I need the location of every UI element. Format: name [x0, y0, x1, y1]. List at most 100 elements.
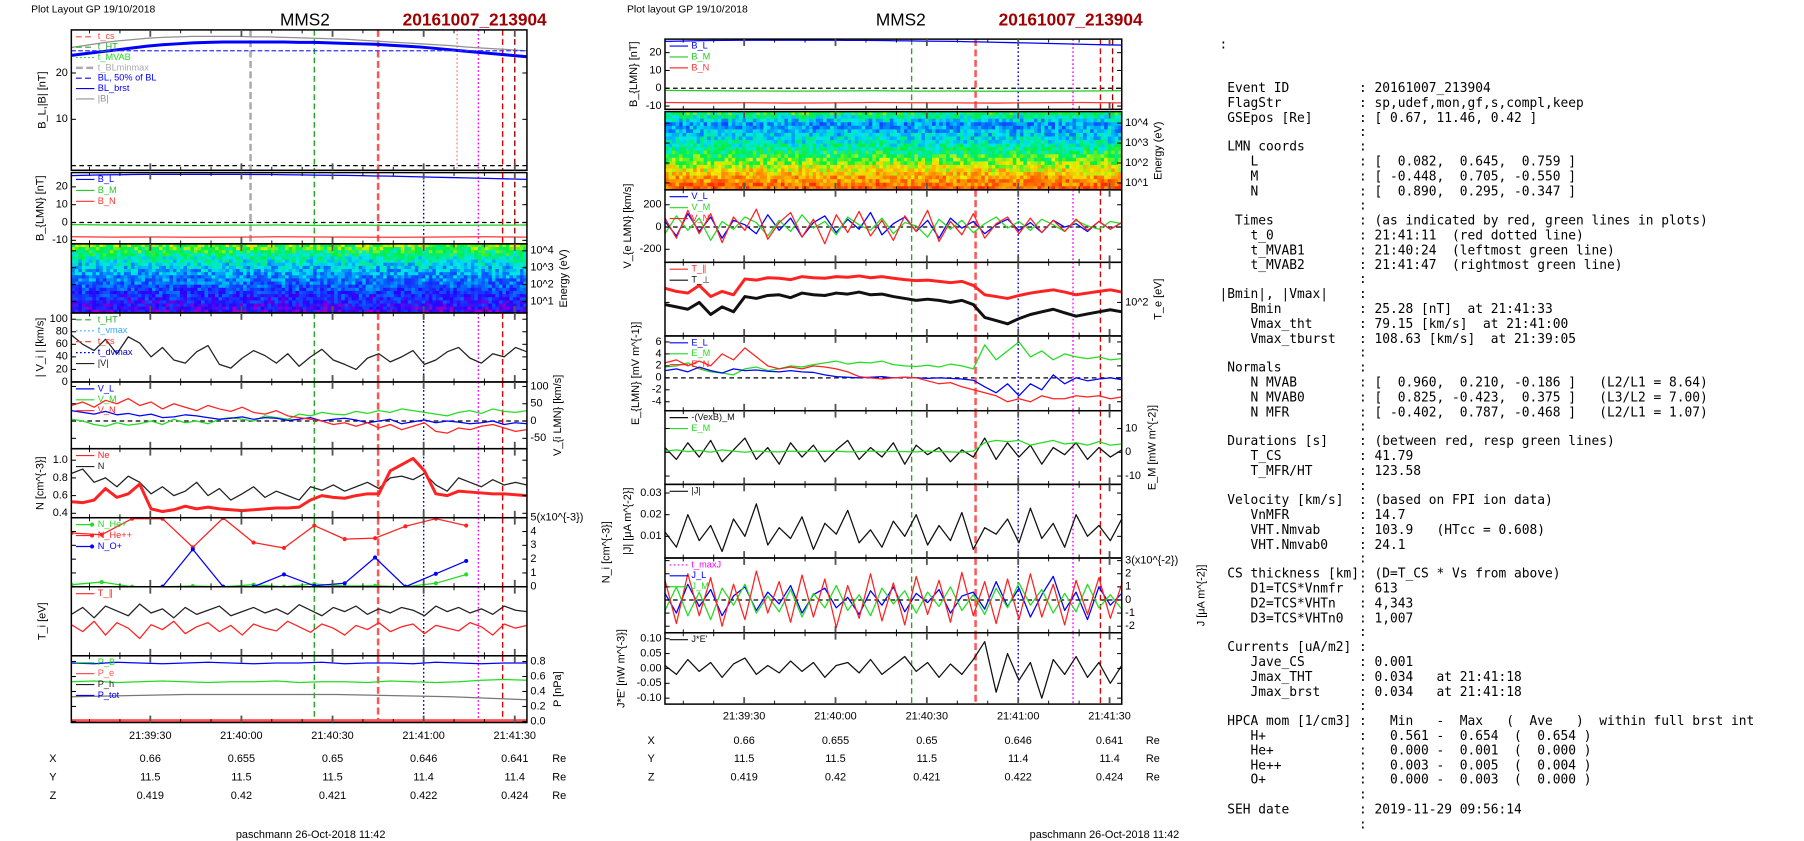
spectrogram-cell	[910, 140, 915, 145]
legend-label: N	[98, 461, 105, 471]
spectrogram-cell	[341, 287, 346, 292]
spectrogram-cell	[407, 265, 412, 270]
spectrogram-cell	[787, 115, 792, 120]
spectrogram-cell	[239, 256, 244, 261]
spectrogram-cell	[158, 306, 163, 311]
spectrogram-cell	[144, 269, 149, 273]
spectrogram-cell	[344, 262, 349, 267]
spectrogram-cell	[215, 265, 219, 270]
spectrogram-cell	[1062, 122, 1066, 127]
spectrogram-cell	[88, 294, 93, 298]
spectrogram-cell	[208, 256, 212, 261]
spectrogram-cell	[327, 297, 332, 301]
spectrogram-cell	[253, 272, 258, 276]
spectrogram-cell	[379, 265, 384, 270]
spectrogram-cell	[309, 262, 314, 267]
spectrogram-cell	[299, 290, 304, 295]
spectrogram-cell	[393, 297, 398, 301]
spectrogram-cell	[95, 259, 100, 264]
spectrogram-cell	[407, 297, 412, 301]
spectrogram-cell	[1072, 143, 1077, 148]
spectrogram-cell	[439, 243, 444, 248]
spectrogram-cell	[484, 275, 489, 279]
spectrogram-cell	[274, 309, 279, 313]
spectrogram-cell	[285, 300, 290, 304]
spectrogram-cell	[495, 259, 500, 264]
spectrogram-cell	[116, 253, 121, 257]
spectrogram-cell	[309, 309, 314, 313]
spectrogram-cell	[488, 272, 493, 276]
spectrogram-cell	[358, 262, 363, 267]
spectrogram-cell	[787, 132, 792, 137]
spectrogram-cell	[397, 243, 402, 248]
spectrogram-cell	[253, 262, 258, 267]
spectrogram-cell	[984, 129, 989, 134]
spectrogram-cell	[512, 259, 517, 264]
spectrogram-cell	[949, 136, 954, 141]
spectrogram-cell	[1100, 132, 1105, 137]
spectrogram-cell	[984, 125, 989, 130]
spectrogram-cell	[523, 281, 527, 286]
spectrogram-cell	[865, 125, 870, 130]
spectrogram-cell	[823, 132, 828, 137]
spectrogram-cell	[260, 309, 265, 313]
spectrogram-cell	[805, 129, 810, 134]
spectrogram-cell	[837, 143, 842, 148]
spectrogram-cell	[376, 272, 381, 276]
spectrogram-cell	[383, 309, 388, 313]
spectrogram-cell	[116, 256, 121, 261]
spectrogram-cell	[362, 265, 367, 270]
spectrogram-cell	[78, 294, 83, 298]
panel-content	[71, 312, 527, 382]
data-point	[372, 555, 378, 560]
spectrogram-cell	[1118, 136, 1122, 141]
spectrogram-cell	[278, 250, 283, 254]
spectrogram-cell	[664, 125, 669, 130]
spectrogram-cell	[225, 309, 230, 313]
spectrogram-cell	[763, 115, 768, 120]
spectrogram-cell	[313, 278, 318, 283]
spectrogram-cell	[467, 303, 472, 308]
spectrogram-cell	[868, 136, 873, 141]
spectrogram-cell	[362, 256, 367, 261]
spectrogram-cell	[1097, 118, 1102, 123]
spectrogram-cell	[397, 275, 402, 279]
spectrogram-cell	[155, 300, 160, 304]
spectrogram-cell	[847, 136, 852, 141]
spectrogram-cell	[847, 140, 852, 145]
spectrogram-cell	[1065, 111, 1070, 116]
spectrogram-cell	[134, 247, 139, 251]
spectrogram-cell	[833, 125, 838, 130]
spectrogram-cell	[928, 140, 933, 145]
spectrogram-cell	[858, 147, 863, 152]
spectrogram-cell	[907, 129, 912, 134]
spectrogram-cell	[179, 294, 184, 298]
spectrogram-cell	[158, 250, 163, 254]
spectrogram-cell	[134, 300, 139, 304]
spectrogram-cell	[299, 309, 304, 313]
spectrogram-cell	[253, 300, 258, 304]
spectrogram-cell	[376, 275, 381, 279]
spectrogram-cell	[682, 122, 687, 127]
left-plot-spacecraft: MMS2	[279, 10, 330, 30]
spectrogram-cell	[134, 281, 139, 286]
spectrogram-cell	[425, 253, 430, 257]
spectrogram-cell	[679, 140, 684, 145]
spectrogram-cell	[928, 111, 933, 116]
spectrogram-cell	[865, 111, 870, 116]
y-tick-label: 0	[62, 376, 68, 388]
spectrogram-cell	[731, 122, 736, 127]
spectrogram-cell	[92, 284, 97, 289]
spectrogram-cell	[208, 309, 212, 313]
spectrogram-cell	[812, 118, 817, 123]
spectrogram-cell	[928, 143, 933, 148]
spectrogram-cell	[232, 275, 237, 279]
spectrogram-cell	[201, 294, 205, 298]
spectrogram-cell	[446, 247, 451, 251]
spectrogram-cell	[316, 269, 321, 273]
spectrogram-cell	[977, 136, 982, 141]
spectrogram-cell	[313, 284, 318, 289]
spectrogram-cell	[819, 143, 824, 148]
spectrogram-cell	[766, 118, 771, 123]
spectrogram-cell	[334, 250, 339, 254]
